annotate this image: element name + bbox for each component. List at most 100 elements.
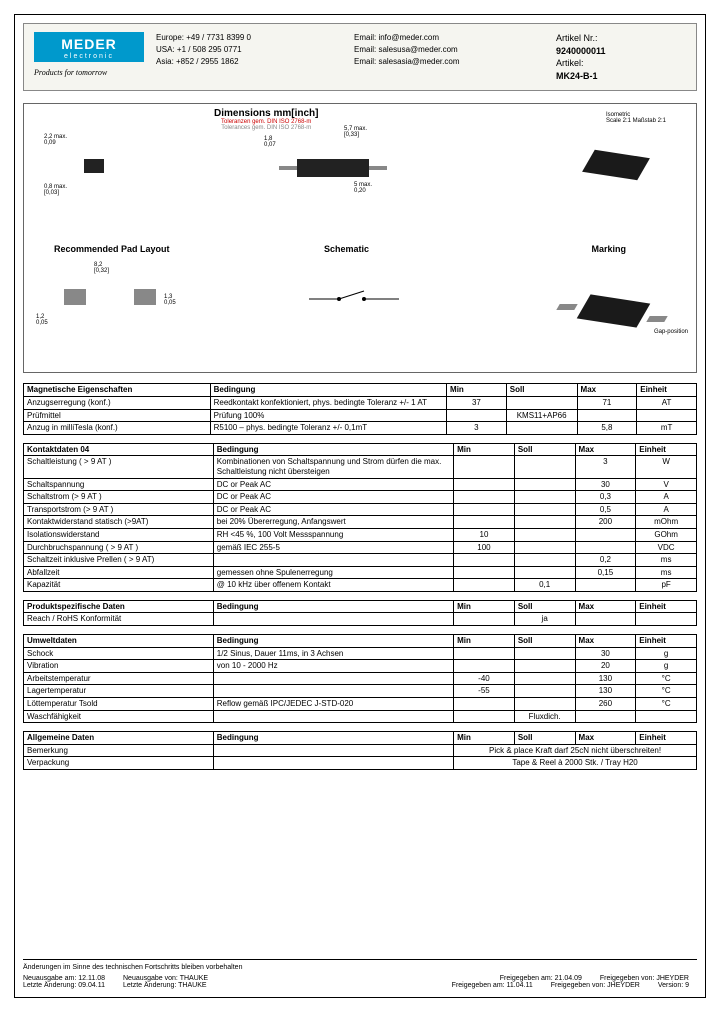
marking-lead-r [646,316,667,322]
cell: gemessen ohne Spulenerregung [213,566,453,579]
cell [447,409,507,422]
cell: Kombinationen von Schaltspannung und Str… [213,456,453,478]
table-row: Transportstrom (> 9 AT )DC or Peak AC0,5… [24,503,697,516]
dim-08: 0,8 max.[0,03] [44,184,67,196]
cell [506,396,577,409]
cell [575,528,636,541]
cell: 3 [575,456,636,478]
cell: °C [636,685,697,698]
footer-row-2: Letzte Änderung: 09.04.11 Letzte Änderun… [23,982,697,989]
cell: Abfallzeit [24,566,214,579]
cell: Durchbruchspannung ( > 9 AT ) [24,541,214,554]
artikel-label: Artikel: [556,57,686,70]
t3-h3: Max [575,600,636,613]
t5-h2: Soll [514,732,575,745]
table-row: Vibrationvon 10 - 2000 Hz20g [24,660,697,673]
cell: 100 [454,541,515,554]
t4-title: Umweltdaten [24,635,214,648]
table-row: PrüfmittelPrüfung 100%KMS11+AP66 [24,409,697,422]
contact-line: USA: +1 / 508 295 0771 [156,44,346,56]
t5-h1: Min [454,732,515,745]
table-row: Lagertemperatur-55130°C [24,685,697,698]
footer-item: Neuausgabe von: THAUKE [123,975,208,982]
cell: Reflow gemäß IPC/JEDEC J-STD-020 [213,698,453,711]
t5-h4: Einheit [636,732,697,745]
cell: Fluxdich. [514,710,575,723]
pad-right [134,289,156,305]
cell [514,566,575,579]
footer-item: Neuausgabe am: 12.11.08 [23,975,105,982]
cell: °C [636,672,697,685]
table-row: Abfallzeitgemessen ohne Spulenerregung0,… [24,566,697,579]
footer-item: Freigegeben am: 21.04.09 [500,975,582,982]
t1-title: Magnetische Eigenschaften [24,384,211,397]
cell: Schaltstrom (> 9 AT ) [24,491,214,504]
cell: Schaltzeit inklusive Prellen ( > 9 AT) [24,554,214,567]
cell: KMS11+AP66 [506,409,577,422]
footer-item: Freigegeben von: JHEYDER [600,975,689,982]
cell: Verpackung [24,757,214,770]
cell [213,710,453,723]
cell: 71 [577,396,637,409]
dim-18: 1,80,07 [264,136,276,148]
footer-note: Änderungen im Sinne des technischen Fort… [23,964,697,971]
cell: 10 [454,528,515,541]
lead-right [369,166,387,170]
table-row: Durchbruchspannung ( > 9 AT )gemäß IEC 2… [24,541,697,554]
cell: 3 [447,422,507,435]
cell [637,409,697,422]
table-row: BemerkungPick & place Kraft darf 25cN ni… [24,744,697,757]
cell [454,516,515,529]
cell [514,660,575,673]
t4-h4: Einheit [636,635,697,648]
cell [575,541,636,554]
cell: Prüfung 100% [210,409,446,422]
table-row: Schaltleistung ( > 9 AT )Kombinationen v… [24,456,697,478]
cell: g [636,647,697,660]
cell: GOhm [636,528,697,541]
cell [454,566,515,579]
contacts-phone: Europe: +49 / 7731 8399 0 USA: +1 / 508 … [156,32,346,82]
footer-item: Version: 9 [658,982,689,989]
t2-h2: Soll [514,443,575,456]
cell: -55 [454,685,515,698]
t1-h3: Max [577,384,637,397]
cell [213,672,453,685]
pad-layout-title: Recommended Pad Layout [54,244,170,254]
cell: Vibration [24,660,214,673]
cell: mOhm [636,516,697,529]
table-row: Arbeitstemperatur-40130°C [24,672,697,685]
iso-sub: Scale 2:1 Maßstab 2:1 [606,118,666,124]
cell: 37 [447,396,507,409]
table-row: Reach / RoHS Konformitätja [24,613,697,626]
cell: Bemerkung [24,744,214,757]
t1-h4: Einheit [637,384,697,397]
cell [454,647,515,660]
contact-line: Asia: +852 / 2955 1862 [156,56,346,68]
cell [514,685,575,698]
cell: W [636,456,697,478]
cell: @ 10 kHz über offenem Kontakt [213,579,453,592]
t5-h3: Max [575,732,636,745]
cell: 260 [575,698,636,711]
diagram-box: Dimensions mm[inch] Toleranzen gem. DIN … [23,103,697,373]
artikel-nr: 9240000011 [556,46,606,56]
cell: 0,2 [575,554,636,567]
artikel-name: MK24-B-1 [556,71,598,81]
cell: 30 [575,647,636,660]
logo-sub: electronic [34,53,144,62]
cell: von 10 - 2000 Hz [213,660,453,673]
cell: 130 [575,685,636,698]
cell: ja [514,613,575,626]
contacts-email: Email: info@meder.com Email: salesusa@me… [354,32,544,82]
t2-h3: Max [575,443,636,456]
cell: Kapazität [24,579,214,592]
cell [514,503,575,516]
cell [454,579,515,592]
cell [454,613,515,626]
footer-item: Freigegeben am: 11.04.11 [452,982,533,989]
footer: Änderungen im Sinne des technischen Fort… [23,959,697,989]
t3-h0: Bedingung [213,600,453,613]
contact-line: Email: salesusa@meder.com [354,44,544,56]
table-row: SchaltspannungDC or Peak AC30V [24,478,697,491]
